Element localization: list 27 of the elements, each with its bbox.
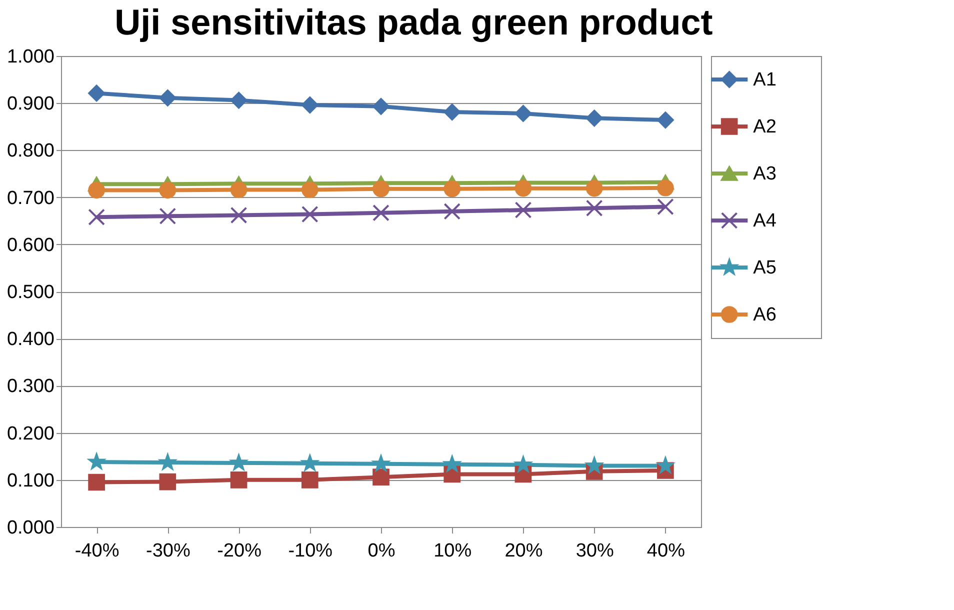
legend-label: A2 <box>753 116 776 138</box>
y-tick-label: 0.000 <box>6 518 54 538</box>
y-tick-label: 0.100 <box>6 470 54 492</box>
y-tick-label: 0.600 <box>6 234 54 256</box>
y-tick-label: 0.500 <box>6 282 54 303</box>
x-tick-label: -30% <box>146 540 190 562</box>
legend-label: A4 <box>753 210 777 232</box>
legend-label: A1 <box>753 70 776 90</box>
x-tick-label: 30% <box>576 540 614 562</box>
x-tick-label: -40% <box>74 540 120 562</box>
x-tick-label: 20% <box>504 540 543 562</box>
x-tick-label: 0% <box>368 540 396 562</box>
y-tick-label: 0.900 <box>6 94 54 115</box>
x-tick-label: -10% <box>288 540 333 562</box>
legend-label: A3 <box>753 164 776 184</box>
chart-title: Uji sensitivitas pada green product <box>114 2 713 42</box>
y-tick-label: 1.000 <box>6 46 54 68</box>
y-tick-label: 0.300 <box>6 376 54 398</box>
x-tick-label: -20% <box>217 540 262 562</box>
y-tick-label: 0.700 <box>6 188 54 209</box>
x-tick-label: 40% <box>646 540 686 562</box>
legend-label: A6 <box>753 304 776 326</box>
legend-label: A5 <box>753 258 776 278</box>
y-tick-label: 0.800 <box>6 140 54 162</box>
x-tick-label: 10% <box>434 540 472 562</box>
y-tick-label: 0.400 <box>6 329 54 350</box>
y-tick-label: 0.200 <box>6 423 54 444</box>
